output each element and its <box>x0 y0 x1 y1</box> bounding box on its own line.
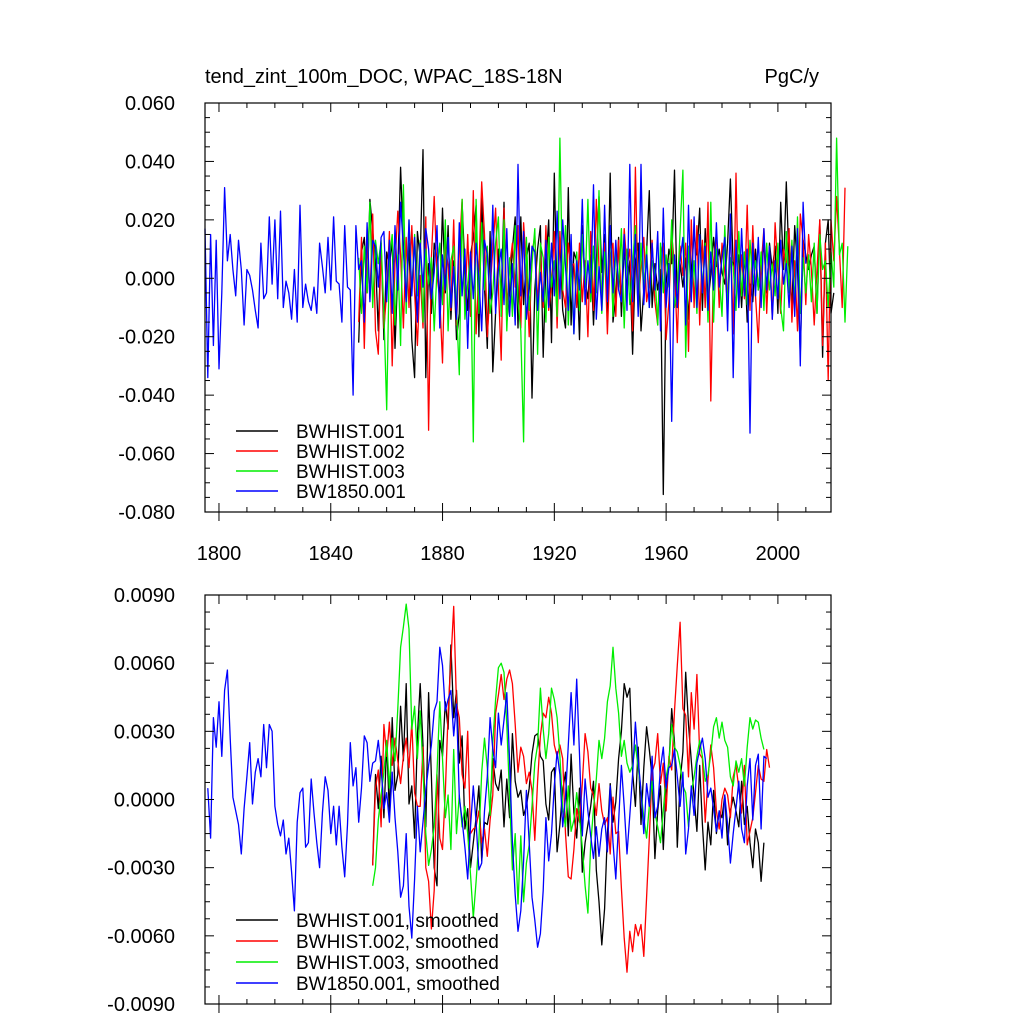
x-tick-label: 2000 <box>756 543 801 565</box>
y-tick-label: -0.020 <box>118 327 175 349</box>
y-tick-label: -0.0060 <box>107 926 175 948</box>
legend-label: BW1850.001, smoothed <box>296 974 500 995</box>
legend-label: BWHIST.002 <box>296 442 405 463</box>
legend-label: BWHIST.002, smoothed <box>296 932 499 953</box>
x-tick-label: 1920 <box>532 543 577 565</box>
y-tick-label: -0.0090 <box>107 994 175 1016</box>
x-tick-label: 1840 <box>309 543 354 565</box>
legend-label: BWHIST.001 <box>296 422 405 443</box>
y-tick-label: 0.0030 <box>114 721 175 743</box>
legend-label: BWHIST.001, smoothed <box>296 911 499 932</box>
y-tick-label: 0.040 <box>125 151 175 173</box>
y-tick-label: -0.060 <box>118 444 175 466</box>
top-panel: 0.060 0.040 0.020 0.000 -0.020 -0.040 -0.060 -0… <box>118 66 849 565</box>
x-tick-label: 1800 <box>197 543 242 565</box>
legend-label: BWHIST.003, smoothed <box>296 953 499 974</box>
chart-title: tend_zint_100m_DOC, WPAC_18S-18N <box>205 66 563 88</box>
series-line-4 <box>207 646 768 948</box>
y-tick-label: 0.0000 <box>114 790 175 812</box>
series-line-1 <box>372 644 765 946</box>
legend-label: BWHIST.003 <box>296 462 405 483</box>
series-line-2 <box>372 605 771 973</box>
legend-label: BW1850.001 <box>296 482 406 503</box>
series-line-3 <box>358 137 849 443</box>
series-line-3 <box>372 603 765 919</box>
y-tick-label: -0.040 <box>118 385 175 407</box>
y-tick-label: 0.000 <box>125 268 175 290</box>
series-line-4 <box>204 163 807 434</box>
y-tick-label: 0.060 <box>125 93 175 115</box>
x-tick-label: 1880 <box>420 543 465 565</box>
y-tick-label: 0.020 <box>125 210 175 232</box>
x-tick-label: 1960 <box>644 543 689 565</box>
bottom-panel: 0.0090 0.0060 0.0030 0.0000 -0.0030 -0.0060 -0… <box>107 585 832 1016</box>
y-tick-label: 0.0060 <box>114 653 175 675</box>
y-tick-label: 0.0090 <box>114 585 175 607</box>
y-tick-label: -0.080 <box>118 502 175 524</box>
y-tick-label: -0.0030 <box>107 858 175 880</box>
units-label: PgC/y <box>765 66 819 88</box>
